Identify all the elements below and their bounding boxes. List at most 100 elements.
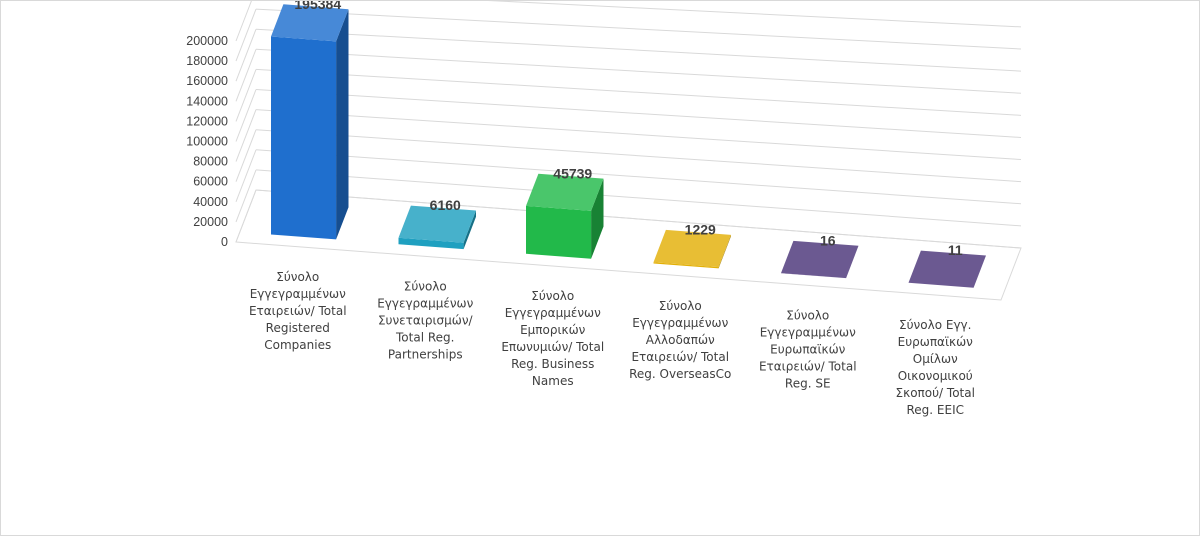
gridline-back-4 xyxy=(255,109,1022,161)
gridline-back-3 xyxy=(255,129,1022,183)
category-label-line: Εγγεγραμμένων xyxy=(505,306,601,320)
category-label-line: Επωνυμιών/ Total xyxy=(501,340,604,354)
bar-4 xyxy=(653,229,731,269)
category-label-line: Σύνολο xyxy=(531,289,574,303)
bar-6 xyxy=(908,250,986,288)
category-label-line: Reg. OverseasCo xyxy=(629,367,731,381)
category-label-line: Registered xyxy=(266,321,330,335)
data-label: 195384 xyxy=(294,1,341,12)
gridline-side-3 xyxy=(235,129,257,182)
gridline-back-5 xyxy=(255,89,1022,138)
category-label-line: Σύνολο xyxy=(786,309,829,323)
gridline-side-9 xyxy=(235,8,257,62)
bar-1 xyxy=(271,4,349,240)
y-tick-label: 100000 xyxy=(186,135,228,149)
gridline-side-10 xyxy=(235,1,252,42)
bar-front xyxy=(908,282,974,288)
bar-front xyxy=(653,262,719,269)
category-label-line: Companies xyxy=(264,338,331,352)
category-label-line: Σύνολο xyxy=(404,280,447,294)
bar-top xyxy=(398,205,476,243)
category-label-line: Ευρωπαϊκών xyxy=(770,343,846,357)
y-tick-label: 120000 xyxy=(186,114,228,128)
data-label: 16 xyxy=(820,232,836,248)
category-label: Σύνολο Εγγεγραμμένων Αλλοδαπών Εταιρειών/ T… xyxy=(629,299,731,381)
category-label-line: Εγγεγραμμένων xyxy=(632,316,728,330)
y-tick-label: 40000 xyxy=(193,195,228,209)
gridline-side-6 xyxy=(235,69,257,122)
category-label-line: Εταιρειών/ Total xyxy=(759,360,857,374)
category-label-line: Εταιρειών/ Total xyxy=(631,350,729,364)
category-label-line: Εταιρειών/ Total xyxy=(249,304,347,318)
y-tick-label: 200000 xyxy=(186,34,228,48)
y-tick-label: 20000 xyxy=(193,215,228,229)
gridline-side-7 xyxy=(235,49,257,102)
gridline-back-7 xyxy=(255,48,1022,94)
gridline-side-8 xyxy=(235,29,257,82)
category-label: Σύνολο Εγγεγραμμένων Συνεταιρισμών/Total R… xyxy=(377,280,473,362)
bar-5 xyxy=(781,240,859,279)
gridline-side-4 xyxy=(235,109,257,162)
data-label: 11 xyxy=(948,242,963,258)
category-label-line: Εμπορικών xyxy=(520,323,586,337)
category-label-line: Οικονομικού xyxy=(898,369,973,383)
category-label-line: Reg. Business xyxy=(511,357,594,371)
bar-front xyxy=(271,36,337,240)
y-tick-label: 0 xyxy=(221,235,228,249)
bar-top xyxy=(526,173,604,211)
category-label-line: Συνεταιρισμών/ xyxy=(378,314,474,328)
category-label: Σύνολο Εγγεγραμμένων Ευρωπαϊκών Εταιρειών/ … xyxy=(759,309,857,391)
bar-front xyxy=(398,237,464,250)
data-label: 1229 xyxy=(685,222,716,238)
gridline-side-1 xyxy=(235,169,257,223)
bar-top xyxy=(271,4,349,42)
bar-side xyxy=(591,178,604,259)
gridline-side-2 xyxy=(235,149,257,202)
category-label-line: Εγγεγραμμένων xyxy=(250,287,346,301)
gridline-back-10 xyxy=(488,1,1022,28)
category-label-line: Εγγεγραμμένων xyxy=(760,326,856,340)
category-label-line: Σύνολο xyxy=(659,299,702,313)
bar-top xyxy=(781,240,859,279)
bar-front xyxy=(526,205,592,259)
category-label-line: Names xyxy=(532,374,574,388)
gridline-back-6 xyxy=(255,68,1022,116)
category-label-line: Σύνολο xyxy=(276,270,319,284)
gridline-side-5 xyxy=(235,89,257,142)
category-label-line: Reg. EEIC xyxy=(906,403,964,417)
category-label-line: Αλλοδαπών xyxy=(646,333,715,347)
category-label-line: Ομίλων xyxy=(913,352,958,366)
y-tick-label: 140000 xyxy=(186,94,228,108)
bar-top xyxy=(653,229,731,268)
bar-side xyxy=(463,210,476,250)
category-label: Σύνολο Εγγεγραμμένων Εταιρειών/ Total Regis… xyxy=(249,270,347,352)
bar-2 xyxy=(398,205,476,250)
chart-floor xyxy=(235,189,1022,301)
gridline-back-2 xyxy=(255,149,1022,205)
gridline-back-8 xyxy=(255,28,1022,72)
bar-side xyxy=(718,234,731,269)
bar-3 xyxy=(526,173,604,259)
category-label-line: Σύνολο Εγγ. xyxy=(899,318,971,332)
y-tick-label: 180000 xyxy=(186,54,228,68)
gridline-back-1 xyxy=(255,169,1022,227)
y-tick-label: 80000 xyxy=(193,155,228,169)
category-label: Σύνολο Εγγεγραμμένων Εμπορικών Επωνυμιών/ T… xyxy=(501,289,604,388)
y-tick-label: 160000 xyxy=(186,74,228,88)
category-label-line: Reg. SE xyxy=(785,377,831,391)
y-tick-label: 60000 xyxy=(193,175,228,189)
category-label-line: Total Reg. xyxy=(395,331,454,345)
category-label-line: Partnerships xyxy=(388,348,463,362)
category-label-line: Ευρωπαϊκών xyxy=(898,335,974,349)
data-label: 45739 xyxy=(553,165,592,181)
bar-side xyxy=(973,255,986,288)
bar-top xyxy=(908,250,986,288)
gridline-back-9 xyxy=(255,8,1022,50)
category-label-line: Εγγεγραμμένων xyxy=(377,297,473,311)
category-label: Σύνολο Εγγ. Ευρωπαϊκών Ομίλων Οικονομικού Σκ… xyxy=(896,318,975,417)
bar-side xyxy=(336,9,349,240)
category-label-line: Σκοπού/ Total xyxy=(896,386,975,400)
data-label: 6160 xyxy=(430,197,461,213)
